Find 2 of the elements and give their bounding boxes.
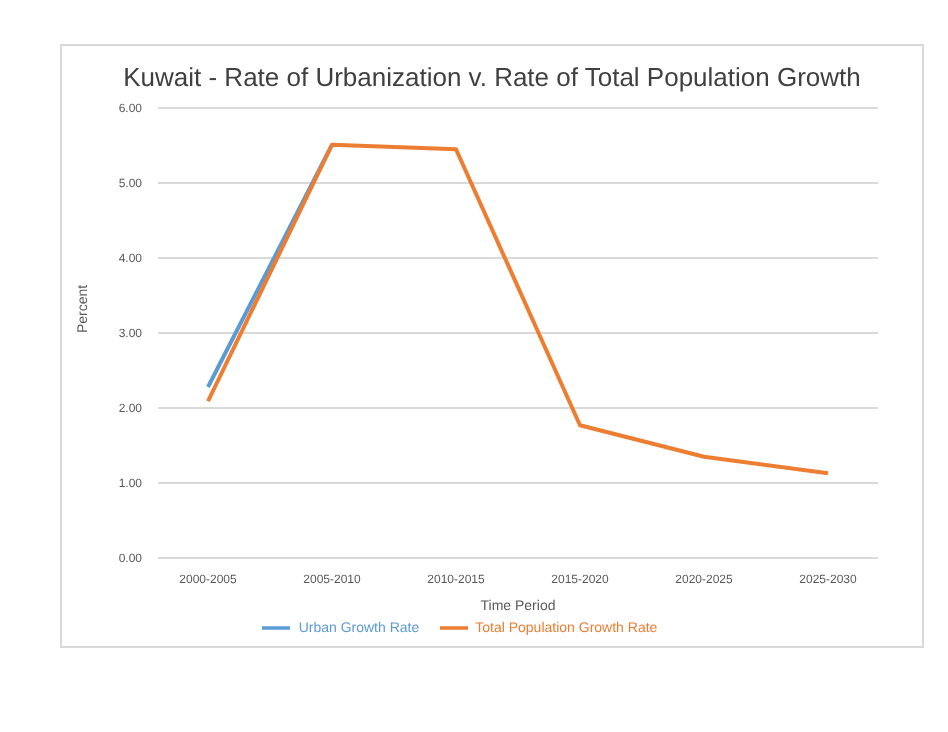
line-series [206, 142, 830, 476]
chart-title: Kuwait - Rate of Urbanization v. Rate of Total Population Growth [121, 62, 863, 92]
